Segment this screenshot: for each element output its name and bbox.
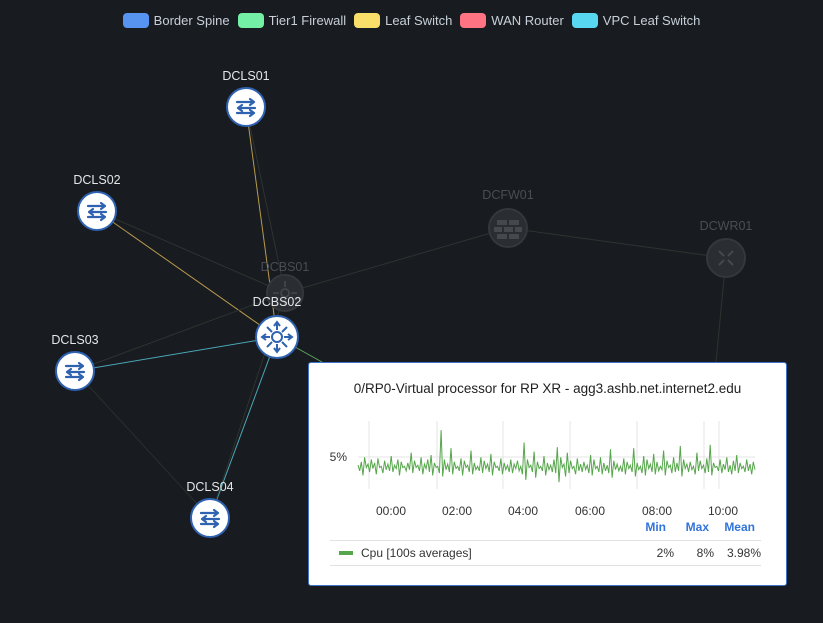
series-line-cpu: [357, 430, 756, 483]
x-tick-label: 04:00: [508, 504, 538, 518]
legend-label: VPC Leaf Switch: [602, 13, 701, 28]
legend-item[interactable]: Border Spine: [122, 13, 230, 28]
edge-dcbs02-dcls04: [209, 336, 278, 519]
node-label-dcfw01: DCFW01: [482, 188, 533, 202]
stat-header-min: Min: [645, 520, 666, 534]
node-dcwr01[interactable]: DCWR01: [700, 219, 753, 278]
node-label-dcwr01: DCWR01: [700, 219, 753, 233]
legend-swatch: [571, 13, 598, 28]
series-row[interactable]: Cpu [100s averages] 2% 8% 3.98%: [330, 540, 761, 566]
x-tick-label: 08:00: [642, 504, 672, 518]
node-dcls04[interactable]: DCLS04: [186, 480, 234, 538]
y-tick-label: 5%: [330, 450, 348, 464]
node-dcls02[interactable]: DCLS02: [73, 173, 121, 231]
stat-min: 2%: [656, 546, 674, 560]
node-dcfw01[interactable]: DCFW01: [482, 188, 534, 248]
node-label-dcls02: DCLS02: [73, 173, 120, 187]
cpu-chart: 5% 00:00 02:00 04:00 06:00 08:00 10:00: [330, 421, 756, 518]
edge-dcbs02-dcls03: [74, 336, 278, 372]
spine-icon: [273, 281, 297, 305]
stat-max: 8%: [696, 546, 714, 560]
legend-item[interactable]: VPC Leaf Switch: [571, 13, 701, 28]
legend-item[interactable]: Leaf Switch: [354, 13, 452, 28]
legend-label: Border Spine: [153, 13, 230, 28]
stats-header: Min Max Mean: [638, 520, 755, 534]
edge-dcls03-dcls04: [74, 370, 211, 519]
edge-dcbs01-dcls03: [74, 292, 286, 372]
node-label-dcls03: DCLS03: [51, 333, 98, 347]
node-dcls03[interactable]: DCLS03: [51, 333, 99, 391]
legend-swatch: [122, 13, 149, 28]
node-label-dcbs01: DCBS01: [261, 260, 310, 274]
switch-icon: [86, 201, 108, 222]
series-name: Cpu [100s averages]: [361, 546, 472, 560]
series-swatch: [339, 551, 353, 555]
x-tick-label: 06:00: [575, 504, 605, 518]
legend-item[interactable]: Tier1 Firewall: [237, 13, 347, 28]
x-tick-label: 02:00: [442, 504, 472, 518]
firewall-icon: [494, 220, 522, 239]
x-tick-label: 10:00: [708, 504, 738, 518]
legend-label: Leaf Switch: [385, 13, 453, 28]
edge-dcbs01-dcls01: [245, 106, 286, 294]
node-label-dcls01: DCLS01: [222, 69, 269, 83]
legend-item[interactable]: WAN Router: [460, 13, 564, 28]
node-label-dcbs02: DCBS02: [253, 295, 302, 309]
edge-dcbs01-dcfw01: [284, 227, 509, 294]
legend-label: WAN Router: [491, 13, 564, 28]
legend-swatch: [460, 13, 487, 28]
node-dcls01[interactable]: DCLS01: [222, 69, 270, 127]
x-tick-label: 00:00: [376, 504, 406, 518]
node-label-dcls04: DCLS04: [186, 480, 233, 494]
stat-header-mean: Mean: [724, 520, 755, 534]
tooltip-title: 0/RP0-Virtual processor for RP XR - agg3…: [353, 381, 742, 396]
graph-edges: [74, 106, 727, 519]
edge-dcfw01-dcwr01: [507, 227, 727, 259]
switch-icon: [64, 361, 86, 382]
legend-label: Tier1 Firewall: [268, 13, 347, 28]
router-icon: [718, 250, 734, 266]
spine-icon: [260, 320, 294, 354]
stat-mean: 3.98%: [726, 546, 761, 560]
stat-header-max: Max: [685, 520, 709, 534]
legend-swatch: [237, 13, 264, 28]
legend-swatch: [354, 13, 381, 28]
legend: Border Spine Tier1 Firewall Leaf Switch WAN…: [0, 13, 823, 28]
node-dcbs01[interactable]: DCBS01: [261, 260, 310, 312]
switch-icon: [235, 97, 257, 118]
node-dcbs02[interactable]: DCBS02: [253, 295, 302, 359]
x-tick-labels: 00:00 02:00 04:00 06:00 08:00 10:00: [376, 504, 738, 518]
edge-dcbs01-dcls02: [96, 210, 286, 294]
switch-icon: [199, 508, 221, 529]
metric-tooltip: 0/RP0-Virtual processor for RP XR - agg3…: [308, 362, 787, 586]
edge-dcbs02-dcls02: [96, 210, 278, 338]
